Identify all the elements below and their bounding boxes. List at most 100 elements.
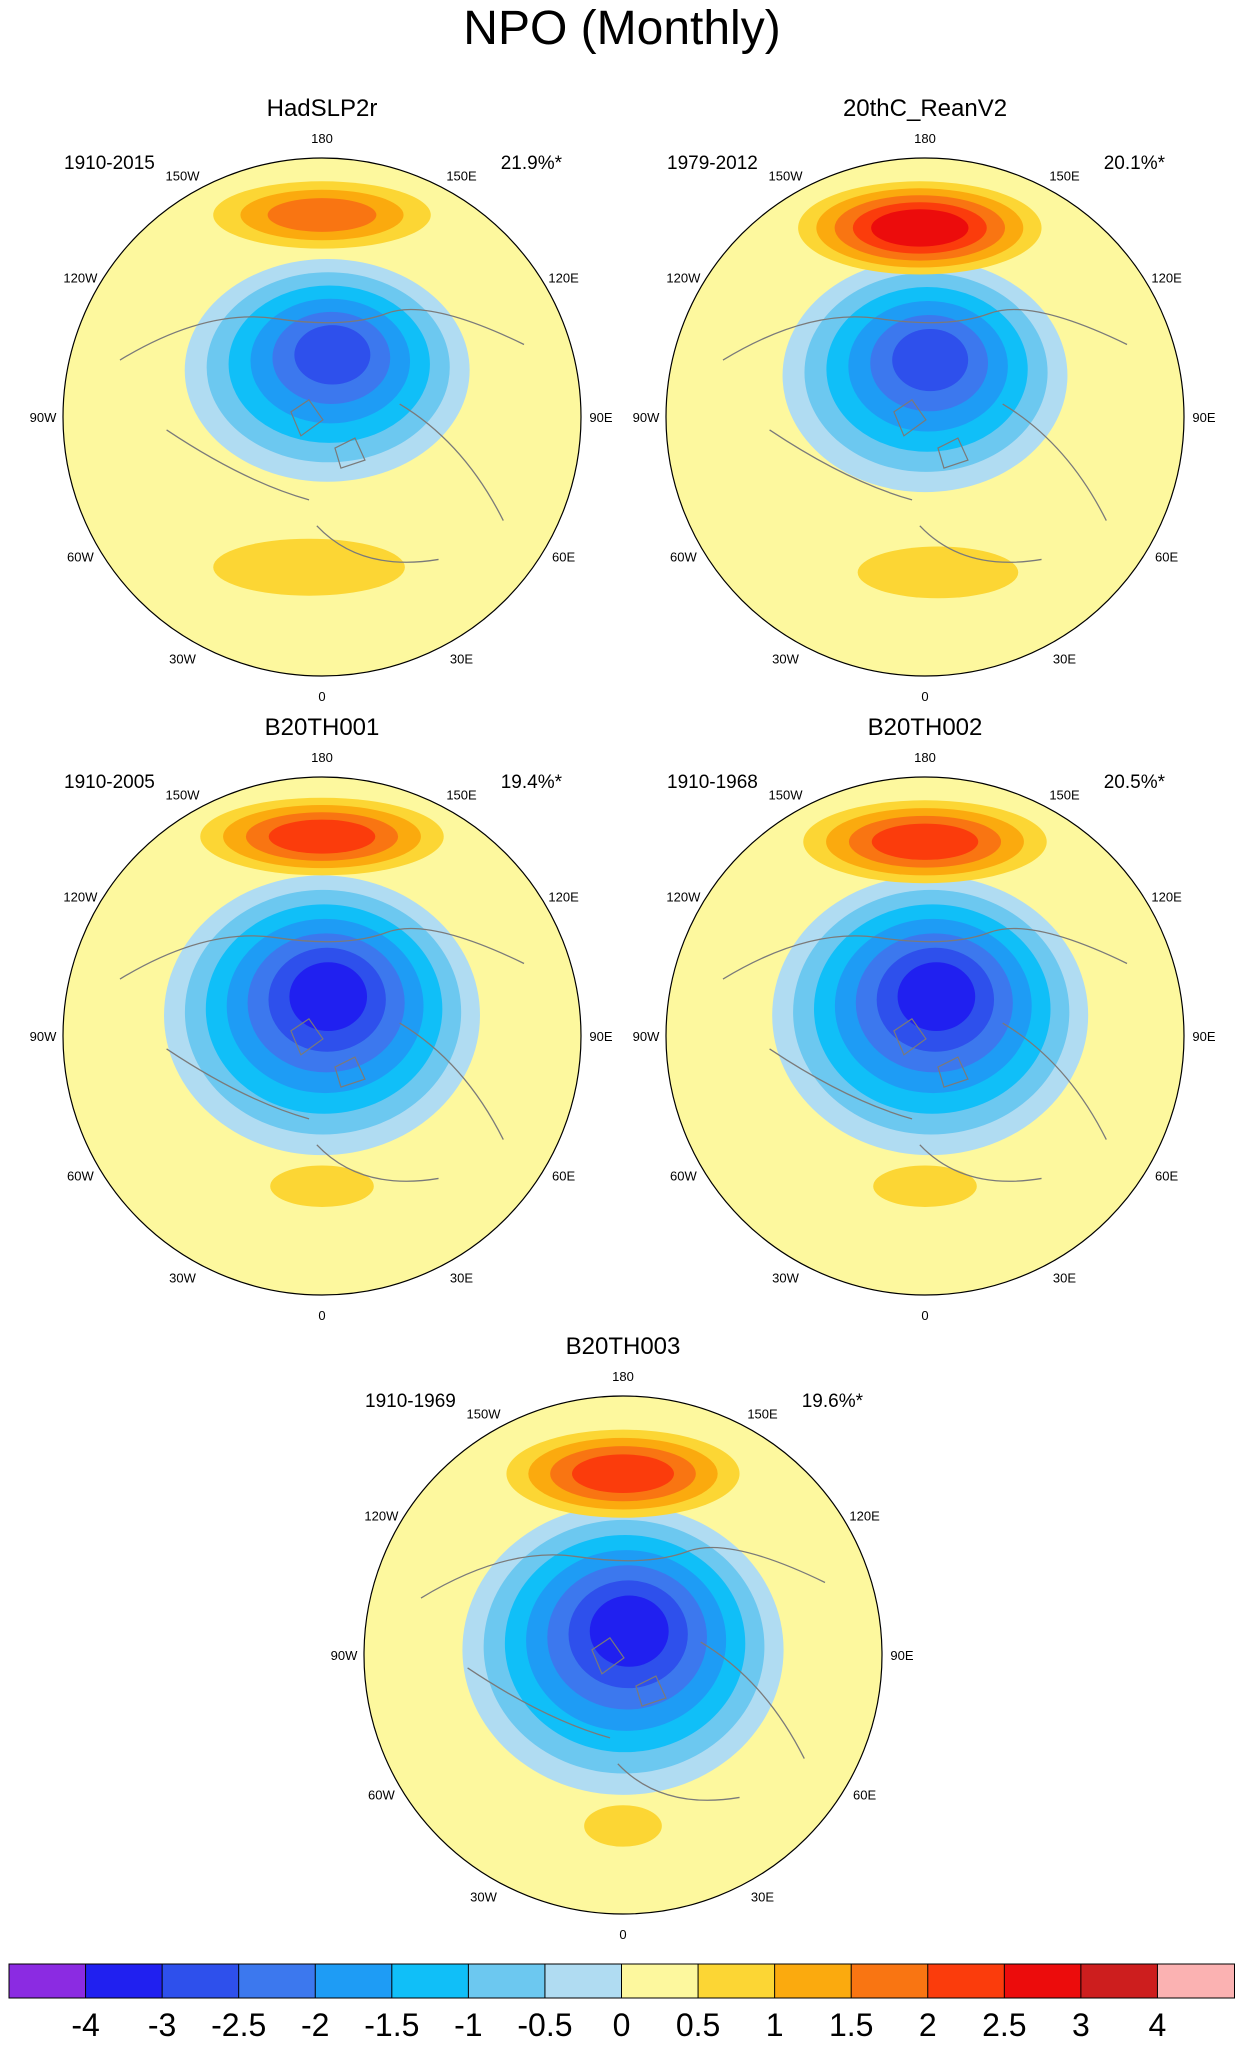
contour-negative-level-7 xyxy=(289,962,368,1031)
longitude-label: 120E xyxy=(548,271,579,286)
colorbar-label: -0.5 xyxy=(517,2007,572,2043)
colorbar-box xyxy=(697,1963,776,1999)
panel-3: 180 150E 120E 90E 60E 30E 0 30W 60W 90W 120W 150W B2… xyxy=(30,714,613,1323)
contour-positive-level-5 xyxy=(871,209,969,247)
contour-positive-level-4 xyxy=(871,823,979,860)
longitude-label: 60W xyxy=(670,550,697,565)
longitude-label: 90W xyxy=(633,1029,660,1044)
panel-title: 20thC_ReanV2 xyxy=(843,95,1007,122)
colorbar-box xyxy=(927,1963,1006,1999)
longitude-label: 0 xyxy=(921,689,928,704)
longitude-label: 180 xyxy=(914,131,936,146)
period-label: 1910-2005 xyxy=(64,772,155,793)
panel-1: 180 150E 120E 90E 60E 30E 0 30W 60W 90W 120W 150W Ha… xyxy=(30,95,613,704)
variance-label: 19.4%* xyxy=(501,772,563,793)
longitude-label: 180 xyxy=(311,750,333,765)
arctic-islands xyxy=(893,398,969,469)
longitude-label: 120E xyxy=(1151,271,1182,286)
contour-atlantic-positive xyxy=(584,1805,662,1847)
colorbar-box xyxy=(467,1963,546,1999)
longitude-label: 120W xyxy=(63,890,98,905)
panel-2: 180 150E 120E 90E 60E 30E 0 30W 60W 90W 120W 150W 20… xyxy=(633,95,1216,704)
longitude-label: 150E xyxy=(446,168,477,183)
colorbar-label: 2.5 xyxy=(982,2007,1026,2043)
longitude-label: 90W xyxy=(30,410,57,425)
colorbar-label: -3 xyxy=(148,2007,176,2043)
contour-negative-level-7 xyxy=(897,962,976,1031)
panel-title: B20TH003 xyxy=(566,1333,681,1360)
contour-negative-level-7 xyxy=(589,1595,669,1667)
longitude-label: 90W xyxy=(331,1648,358,1663)
figure-title: NPO (Monthly) xyxy=(463,2,780,55)
longitude-label: 150W xyxy=(166,787,201,802)
panel-title: HadSLP2r xyxy=(267,95,378,122)
map-border xyxy=(62,776,582,1296)
map-border xyxy=(665,157,1185,677)
period-label: 1910-1968 xyxy=(667,772,758,793)
longitude-label: 0 xyxy=(318,689,325,704)
panel-4: 180 150E 120E 90E 60E 30E 0 30W 60W 90W 120W 150W B2… xyxy=(633,714,1216,1323)
contour-atlantic-positive xyxy=(857,546,1019,599)
longitude-label: 120E xyxy=(548,890,579,905)
longitude-label: 90E xyxy=(1192,410,1215,425)
longitude-label: 120W xyxy=(364,1509,399,1524)
longitude-label: 150E xyxy=(446,787,477,802)
colorbar-label: -1 xyxy=(454,2007,482,2043)
colorbar-label: 3 xyxy=(1072,2007,1090,2043)
longitude-label: 30W xyxy=(169,652,196,667)
longitude-label: 60E xyxy=(853,1788,876,1803)
contour-negative-level-6 xyxy=(892,328,969,392)
colorbar-box xyxy=(1003,1963,1082,1999)
longitude-label: 90W xyxy=(30,1029,57,1044)
longitude-label: 30E xyxy=(450,1271,473,1286)
arctic-islands xyxy=(290,398,366,469)
longitude-label: 120E xyxy=(849,1509,880,1524)
contour-positive-level-4 xyxy=(268,819,376,854)
contour-field xyxy=(63,777,581,1295)
period-label: 1979-2012 xyxy=(667,153,758,174)
contour-negative-level-6 xyxy=(294,325,371,385)
contour-positive-level-3 xyxy=(267,198,377,232)
colorbar-box xyxy=(774,1963,853,1999)
colorbar: -4 -3 -2.5 -2 -1.5 -1 -0.5 0 0.5 1 1.5 2 2.5 3 4 xyxy=(8,1963,1235,2043)
colorbar-box xyxy=(850,1963,929,1999)
colorbar-label: 2 xyxy=(919,2007,937,2043)
colorbar-label: 0.5 xyxy=(676,2007,720,2043)
colorbar-box xyxy=(1156,1963,1235,1999)
panel-title: B20TH002 xyxy=(868,714,983,741)
map-border xyxy=(665,776,1185,1296)
panels: 180 150E 120E 90E 60E 30E 0 30W 60W 90W 120W 150W Ha… xyxy=(30,95,1216,1942)
period-label: 1910-2015 xyxy=(64,153,155,174)
colorbar-label: 1.5 xyxy=(829,2007,873,2043)
longitude-label: 120E xyxy=(1151,890,1182,905)
period-label: 1910-1969 xyxy=(365,1391,456,1412)
variance-label: 21.9%* xyxy=(501,153,563,174)
longitude-label: 150W xyxy=(166,168,201,183)
colorbar-box xyxy=(8,1963,87,1999)
variance-label: 20.1%* xyxy=(1104,153,1166,174)
map-border xyxy=(363,1395,883,1915)
longitude-label: 150E xyxy=(1049,168,1080,183)
panel-5: 180 150E 120E 90E 60E 30E 0 30W 60W 90W 120W 150W B2… xyxy=(331,1333,914,1942)
coastline xyxy=(119,927,525,1182)
longitude-label: 30W xyxy=(772,1271,799,1286)
longitude-label: 180 xyxy=(914,750,936,765)
longitude-label: 120W xyxy=(666,271,701,286)
longitude-label: 30E xyxy=(1053,1271,1076,1286)
longitude-label: 150E xyxy=(747,1406,778,1421)
coastline xyxy=(119,308,525,563)
longitude-label: 30E xyxy=(450,652,473,667)
contour-atlantic-positive xyxy=(873,1165,977,1207)
longitude-label: 90E xyxy=(890,1648,913,1663)
colorbar-label: 4 xyxy=(1149,2007,1167,2043)
contour-field xyxy=(364,1396,882,1914)
coastline xyxy=(722,308,1128,563)
contour-field xyxy=(666,158,1184,676)
longitude-label: 180 xyxy=(311,131,333,146)
longitude-label: 180 xyxy=(612,1369,634,1384)
longitude-label: 60W xyxy=(67,550,94,565)
longitude-label: 30W xyxy=(772,652,799,667)
map-border xyxy=(62,157,582,677)
contour-field xyxy=(63,158,581,676)
